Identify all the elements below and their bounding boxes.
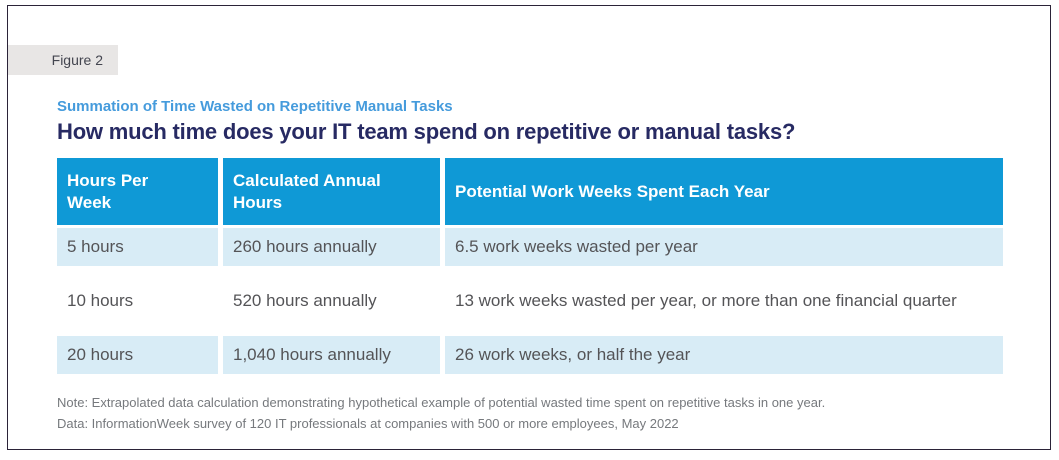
table-cell-work-weeks: 26 work weeks, or half the year [445,336,1003,374]
figure-label: Figure 2 [8,45,118,75]
column-header-label: Calculated Annual Hours [233,170,381,212]
column-header-work-weeks: Potential Work Weeks Spent Each Year [445,158,1003,225]
figure-frame [7,5,1051,450]
column-header-hours-per-week: Hours Per Week [57,158,218,225]
table-cell-annual-hours: 520 hours annually [223,269,440,333]
figure-title: How much time does your IT team spend on… [57,119,796,144]
table-cell-annual-hours: 1,040 hours annually [223,336,440,374]
figure-notes: Note: Extrapolated data calculation demo… [57,392,1003,434]
figure-content: Summation of Time Wasted on Repetitive M… [57,97,1003,434]
table-cell-hours: 5 hours [57,228,218,266]
figure-subtitle: Summation of Time Wasted on Repetitive M… [57,98,453,115]
data-source-line: Data: InformationWeek survey of 120 IT p… [57,416,679,431]
column-header-calculated-annual-hours: Calculated Annual Hours [223,158,440,225]
table-cell-annual-hours: 260 hours annually [223,228,440,266]
table-cell-hours: 10 hours [57,269,218,333]
table-cell-work-weeks: 13 work weeks wasted per year, or more t… [445,269,1003,333]
note-line: Note: Extrapolated data calculation demo… [57,395,826,410]
column-header-label: Hours Per Week [67,170,149,212]
data-table: Hours Per Week Calculated Annual Hours P… [57,158,1003,374]
column-header-label: Potential Work Weeks Spent Each Year [455,181,770,201]
table-cell-hours: 20 hours [57,336,218,374]
table-cell-work-weeks: 6.5 work weeks wasted per year [445,228,1003,266]
